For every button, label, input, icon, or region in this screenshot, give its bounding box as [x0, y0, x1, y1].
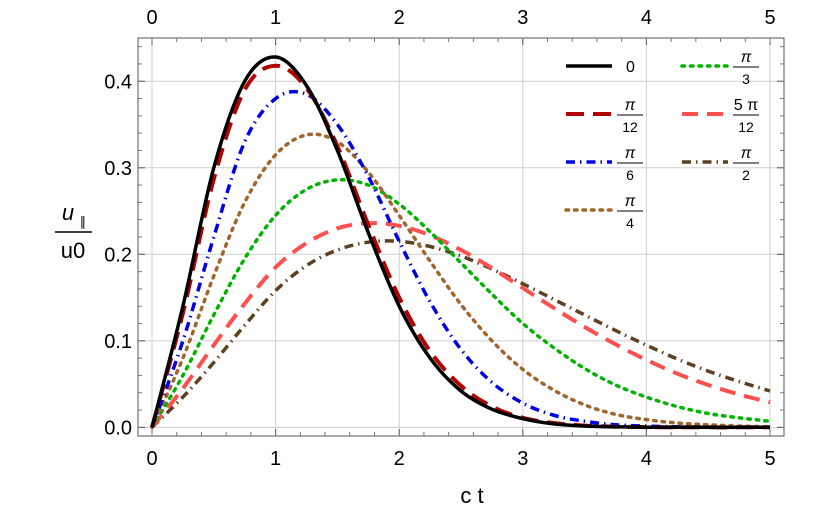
- series-line-4: [150, 178, 772, 430]
- x-tick-label-top: 1: [270, 7, 281, 29]
- legend-entry: 5 π12: [682, 97, 759, 135]
- legend-label-denominator: 3: [742, 71, 750, 87]
- y-axis-label-numerator: u: [62, 200, 74, 225]
- y-axis-label-denominator: u0: [61, 238, 85, 263]
- series-lines: [150, 55, 772, 430]
- legend-label-denominator: 2: [742, 167, 750, 183]
- legend-label-denominator: 4: [626, 215, 634, 231]
- x-tick-label: 1: [270, 448, 281, 470]
- x-tick-label-top: 0: [146, 7, 157, 29]
- legend-label-numerator: 5 π: [734, 97, 758, 114]
- legend-label-numerator: π: [625, 97, 636, 114]
- y-tick-label: 0.0: [104, 417, 132, 439]
- x-axis-label: c t: [460, 483, 483, 508]
- legend-label-numerator: π: [741, 145, 752, 162]
- y-tick-label: 0.1: [104, 331, 132, 353]
- x-tick-label: 0: [146, 448, 157, 470]
- series-line-0: [150, 55, 770, 430]
- legend-label-numerator: π: [625, 193, 636, 210]
- legend-entry: π3: [680, 49, 759, 87]
- legend-entry: π2: [682, 145, 759, 183]
- legend-label-numerator: π: [741, 49, 752, 66]
- x-tick-label: 2: [394, 448, 405, 470]
- legend-label-denominator: 12: [622, 119, 638, 135]
- legend-entry: 0: [566, 59, 635, 76]
- legend-label: 0: [626, 59, 635, 76]
- legend-label-denominator: 6: [626, 167, 634, 183]
- legend-entry: π 12: [566, 97, 643, 135]
- legend-label-numerator: π: [625, 145, 636, 162]
- legend-label-denominator: 12: [738, 119, 754, 135]
- y-tick-label: 0.4: [104, 71, 132, 93]
- y-tick-label: 0.2: [104, 244, 132, 266]
- x-tick-label-top: 2: [394, 7, 405, 29]
- y-tick-label: 0.3: [104, 158, 132, 180]
- x-tick-label-top: 3: [517, 7, 528, 29]
- x-tick-label: 5: [764, 448, 775, 470]
- series-line-3: [150, 132, 772, 430]
- y-axis-label-subscript: ∥: [80, 214, 87, 229]
- y-axis-label: u ∥ u0: [55, 200, 92, 263]
- x-tick-label-top: 4: [641, 7, 652, 29]
- legend-entry: π4: [564, 193, 643, 231]
- x-tick-label: 4: [641, 448, 652, 470]
- series-line-6: [150, 239, 771, 429]
- series-line-5: [150, 221, 771, 429]
- legend-entry: π6: [566, 145, 643, 183]
- x-tick-label-top: 5: [764, 7, 775, 29]
- series-line-2: [150, 89, 770, 430]
- x-tick-label: 3: [517, 448, 528, 470]
